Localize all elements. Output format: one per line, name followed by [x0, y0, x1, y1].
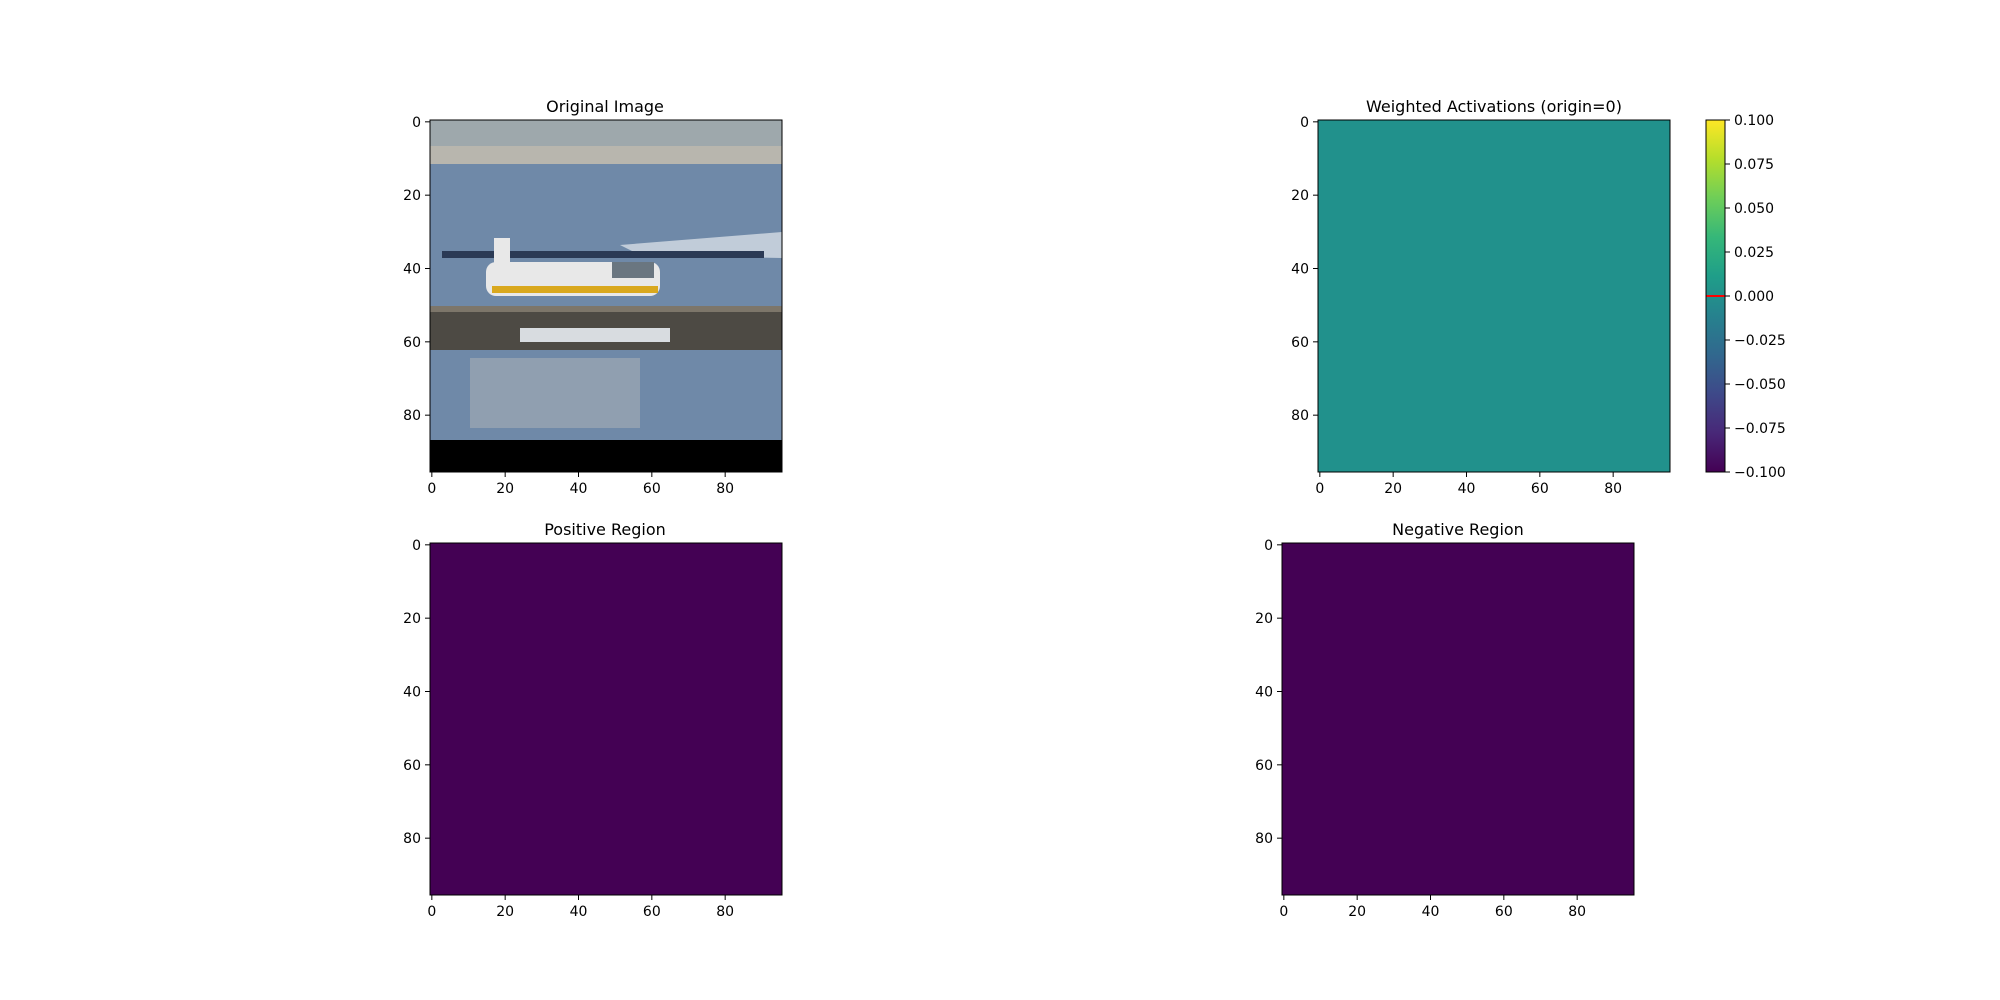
x-tick-label: 80 — [1568, 904, 1586, 920]
colorbar-tick-label: 0.075 — [1734, 157, 1774, 173]
x-ticks-weighted: 0 20 40 60 80 — [1315, 472, 1622, 497]
colorbar-tick-label: −0.100 — [1734, 465, 1786, 481]
y-tick-label: 80 — [1255, 831, 1273, 847]
x-ticks-positive: 0 20 40 60 80 — [427, 895, 734, 920]
axes-frame-original — [429, 119, 783, 473]
panel-negative-region: Negative Region 0 20 40 60 80 0 20 40 60 80 — [1255, 520, 1635, 920]
x-tick-label: 40 — [1458, 481, 1476, 497]
colorbar-ticks: 0.100 0.075 0.050 0.025 0.000 −0.025 −0.050 −0.… — [1725, 113, 1786, 481]
photo-area — [430, 120, 782, 472]
panel-title-positive: Positive Region — [544, 520, 666, 539]
plane-wing — [442, 251, 764, 258]
plane-float — [520, 328, 670, 342]
axes-frame-weighted — [1317, 119, 1671, 473]
y-tick-label: 20 — [403, 611, 421, 627]
y-tick-label: 40 — [1255, 685, 1273, 701]
photo-sky — [430, 120, 782, 146]
x-tick-label: 40 — [570, 481, 588, 497]
colorbar-tick-label: 0.050 — [1734, 201, 1774, 217]
panel-title-negative: Negative Region — [1392, 520, 1524, 539]
heatmap-weighted — [1318, 120, 1670, 472]
x-tick-label: 80 — [716, 904, 734, 920]
plane-stripe — [492, 286, 658, 293]
colorbar-tick-label: 0.000 — [1734, 289, 1774, 305]
heatmap-negative — [1282, 543, 1634, 895]
y-tick-label: 0 — [1264, 538, 1273, 554]
x-ticks-original: 0 20 40 60 80 — [427, 472, 734, 497]
photo-dock-light — [430, 306, 782, 312]
y-tick-label: 40 — [403, 262, 421, 278]
y-ticks-positive: 0 20 40 60 80 — [403, 538, 430, 847]
x-tick-label: 0 — [427, 481, 436, 497]
y-tick-label: 20 — [1255, 611, 1273, 627]
y-tick-label: 40 — [403, 685, 421, 701]
axes-frame-negative — [1281, 542, 1635, 896]
x-tick-label: 0 — [427, 904, 436, 920]
x-tick-label: 60 — [643, 481, 661, 497]
x-tick-label: 0 — [1315, 481, 1324, 497]
y-ticks-original: 0 20 40 60 80 — [403, 115, 430, 424]
seaplane — [442, 238, 764, 342]
panel-positive-region: Positive Region 0 20 40 60 80 0 20 40 60 80 — [403, 520, 783, 920]
x-tick-label: 80 — [1604, 481, 1622, 497]
x-tick-label: 40 — [1422, 904, 1440, 920]
colorbar-tick-label: −0.025 — [1734, 333, 1786, 349]
panel-weighted-activations: Weighted Activations (origin=0) 0 20 40 60 8… — [1291, 97, 1786, 497]
x-tick-label: 80 — [716, 481, 734, 497]
y-tick-label: 60 — [403, 335, 421, 351]
y-tick-label: 60 — [1291, 335, 1309, 351]
y-tick-label: 80 — [403, 831, 421, 847]
y-tick-label: 80 — [1291, 408, 1309, 424]
x-tick-label: 60 — [1531, 481, 1549, 497]
colorbar: 0.100 0.075 0.050 0.025 0.000 −0.025 −0.050 −0.… — [1705, 113, 1786, 481]
x-tick-label: 40 — [570, 904, 588, 920]
y-tick-label: 40 — [1291, 262, 1309, 278]
x-tick-label: 20 — [496, 904, 514, 920]
panel-title-weighted: Weighted Activations (origin=0) — [1366, 97, 1622, 116]
colorbar-tick-label: 0.100 — [1734, 113, 1774, 129]
x-tick-label: 20 — [1348, 904, 1366, 920]
y-tick-label: 0 — [412, 538, 421, 554]
plane-tail — [494, 238, 510, 266]
x-ticks-negative: 0 20 40 60 80 — [1279, 895, 1586, 920]
y-tick-label: 0 — [1300, 115, 1309, 131]
panel-original-image: Original Image 0 20 40 60 80 0 20 40 60 80 — [403, 97, 783, 497]
y-tick-label: 60 — [403, 758, 421, 774]
photo-reflection — [470, 358, 640, 428]
x-tick-label: 20 — [496, 481, 514, 497]
y-ticks-negative: 0 20 40 60 80 — [1255, 538, 1282, 847]
panel-title-original: Original Image — [546, 97, 664, 116]
y-tick-label: 60 — [1255, 758, 1273, 774]
y-tick-label: 20 — [403, 188, 421, 204]
plane-cockpit — [612, 262, 654, 278]
photo-bottom-band — [430, 440, 782, 472]
photo-shoreline-buildings — [430, 146, 782, 164]
colorbar-tick-label: −0.050 — [1734, 377, 1786, 393]
x-tick-label: 60 — [643, 904, 661, 920]
colorbar-tick-label: 0.025 — [1734, 245, 1774, 261]
axes-frame-positive — [429, 542, 783, 896]
heatmap-positive — [430, 543, 782, 895]
y-tick-label: 80 — [403, 408, 421, 424]
x-tick-label: 0 — [1279, 904, 1288, 920]
y-ticks-weighted: 0 20 40 60 80 — [1291, 115, 1318, 424]
y-tick-label: 20 — [1291, 188, 1309, 204]
colorbar-tick-label: −0.075 — [1734, 421, 1786, 437]
y-tick-label: 0 — [412, 115, 421, 131]
x-tick-label: 60 — [1495, 904, 1513, 920]
x-tick-label: 20 — [1384, 481, 1402, 497]
